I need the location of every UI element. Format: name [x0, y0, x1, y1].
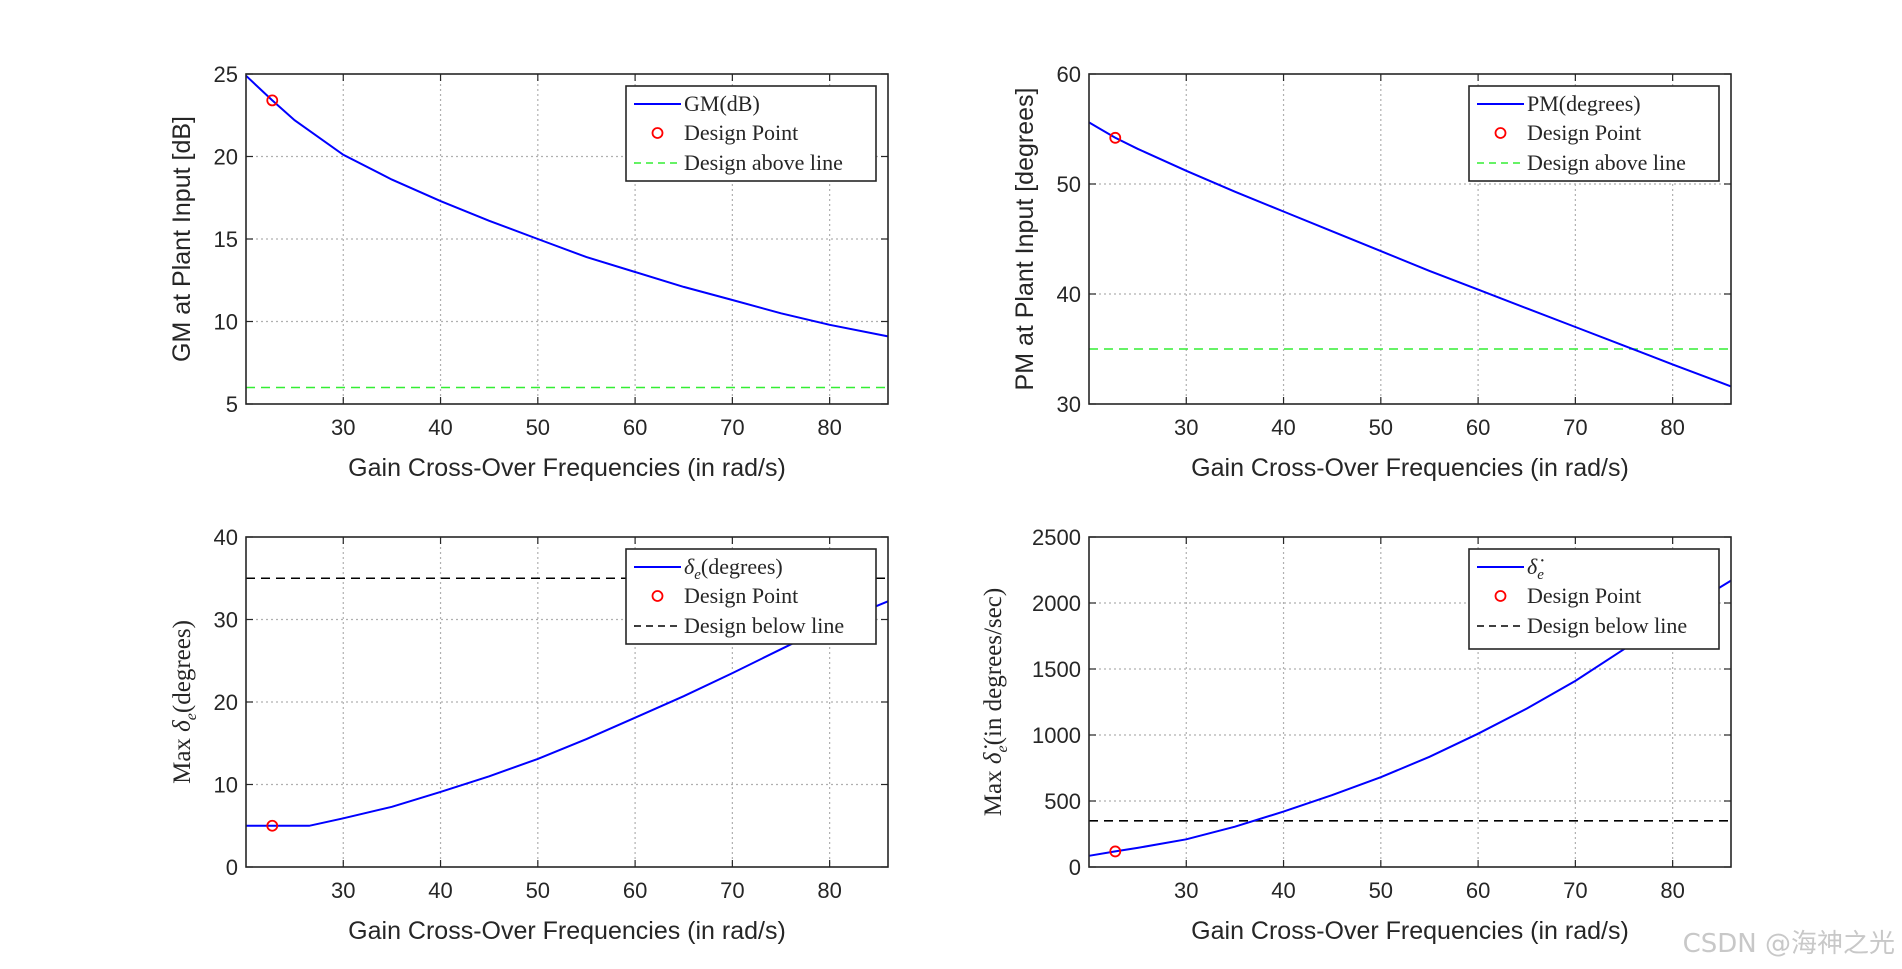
x-tick-label: 60 — [623, 878, 647, 903]
legend-box — [1468, 85, 1720, 182]
x-tick-label: 70 — [1563, 415, 1587, 440]
x-tick-label: 40 — [1271, 415, 1295, 440]
x-tick-label: 70 — [1563, 878, 1587, 903]
legend-box — [625, 85, 877, 182]
chart-de: 30 40 50 60 70 80 0 10 20 30 40 Gain Cross-Over Fre… — [169, 525, 889, 945]
legend-box — [1468, 548, 1720, 650]
legend-design-point-swatch — [651, 127, 664, 139]
legend-ref-label: Design below line — [684, 613, 844, 638]
x-tick-label: 80 — [817, 878, 841, 903]
series-line — [246, 600, 889, 827]
design-point-marker — [266, 94, 279, 107]
y-axis-label: Max δe(degrees) — [169, 620, 200, 784]
x-tick-label: 30 — [1174, 415, 1198, 440]
x-tick-label: 60 — [1466, 878, 1490, 903]
series-line — [1088, 121, 1732, 388]
x-tick-label: 60 — [1466, 415, 1490, 440]
legend-series-label: GM(dB) — [684, 91, 760, 116]
y-tick-label: 20 — [214, 690, 238, 715]
legend-series-label: δe(degrees) — [684, 554, 783, 583]
y-tick-label: 50 — [1057, 172, 1081, 197]
legend-box — [625, 548, 877, 645]
series-line — [245, 74, 889, 338]
legend: GM(dB) Design Point Design above line — [625, 85, 877, 182]
watermark-text: CSDN @海神之光 — [1683, 929, 1895, 959]
legend-design-point-swatch — [1494, 590, 1507, 602]
y-tick-label: 40 — [214, 525, 238, 550]
y-tick-label: 0 — [226, 855, 238, 880]
y-tick-label: 10 — [214, 310, 238, 335]
x-tick-label: 50 — [526, 415, 550, 440]
legend-design-point-swatch — [1494, 127, 1507, 139]
y-tick-label: 10 — [214, 773, 238, 798]
chart-gm: 30 40 50 60 70 80 5 10 15 20 25 Gain Cross-Over Fre… — [168, 62, 889, 482]
design-point-marker — [1109, 131, 1122, 144]
legend: PM(degrees) Design Point Design above line — [1468, 85, 1720, 182]
x-tick-label: 70 — [720, 878, 744, 903]
x-tick-label: 40 — [428, 878, 452, 903]
x-tick-label: 50 — [1369, 878, 1393, 903]
x-tick-label: 50 — [1369, 415, 1393, 440]
y-tick-label: 15 — [214, 227, 238, 252]
y-tick-label: 40 — [1057, 282, 1081, 307]
x-tick-label: 50 — [526, 878, 550, 903]
x-tick-label: 80 — [1660, 415, 1684, 440]
x-axis-label: Gain Cross-Over Frequencies (in rad/s) — [348, 917, 786, 945]
x-tick-label: 40 — [1271, 878, 1295, 903]
y-tick-label: 2000 — [1032, 591, 1081, 616]
axes-frame — [1088, 536, 1732, 868]
legend-ref-label: Design below line — [1527, 613, 1687, 638]
x-tick-label: 30 — [1174, 878, 1198, 903]
y-tick-label: 30 — [214, 608, 238, 633]
y-tick-label: 30 — [1057, 392, 1081, 417]
x-axis-label: Gain Cross-Over Frequencies (in rad/s) — [1191, 454, 1629, 482]
chart-pm: 30 40 50 60 70 80 30 40 50 60 Gain Cross-Over Freq… — [1011, 62, 1732, 482]
x-tick-label: 60 — [623, 415, 647, 440]
x-axis-label: Gain Cross-Over Frequencies (in rad/s) — [1191, 917, 1629, 945]
x-tick-label: 80 — [817, 415, 841, 440]
y-tick-label: 0 — [1069, 855, 1081, 880]
y-tick-label: 1000 — [1032, 723, 1081, 748]
legend-ref-label: Design above line — [1527, 150, 1686, 175]
x-tick-label: 30 — [331, 415, 355, 440]
chart-dedot: 30 40 50 60 70 80 0 500 1000 1500 2000 2500 Gain Cro… — [980, 525, 1732, 945]
x-tick-label: 70 — [720, 415, 744, 440]
y-axis-label: GM at Plant Input [dB] — [168, 116, 196, 362]
y-axis-label: PM at Plant Input [degrees] — [1011, 88, 1039, 391]
design-point-marker — [1109, 845, 1122, 858]
axes-frame — [1088, 73, 1732, 405]
y-tick-label: 5 — [226, 392, 238, 417]
x-tick-label: 40 — [428, 415, 452, 440]
legend-design-point-label: Design Point — [1527, 120, 1641, 145]
y-tick-label: 20 — [214, 145, 238, 170]
legend-ref-label: Design above line — [684, 150, 843, 175]
legend-design-point-label: Design Point — [684, 120, 798, 145]
x-tick-label: 30 — [331, 878, 355, 903]
y-tick-label: 1500 — [1032, 657, 1081, 682]
design-point-marker — [266, 819, 279, 832]
legend-design-point-swatch — [651, 590, 664, 602]
x-axis-label: Gain Cross-Over Frequencies (in rad/s) — [348, 454, 786, 482]
y-tick-label: 60 — [1057, 62, 1081, 87]
y-tick-label: 2500 — [1032, 525, 1081, 550]
y-tick-label: 25 — [214, 62, 238, 87]
legend: δe(degrees)Design Point Design below line — [625, 548, 877, 645]
legend-series-label: PM(degrees) — [1527, 91, 1641, 116]
x-tick-label: 80 — [1660, 878, 1684, 903]
y-axis-label: Max δ̇e(in degrees/sec) — [980, 588, 1011, 816]
legend-design-point-label: Design Point — [1527, 583, 1641, 608]
legend-design-point-label: Design Point — [684, 583, 798, 608]
series-line — [1088, 579, 1732, 857]
y-tick-label: 500 — [1044, 789, 1081, 814]
